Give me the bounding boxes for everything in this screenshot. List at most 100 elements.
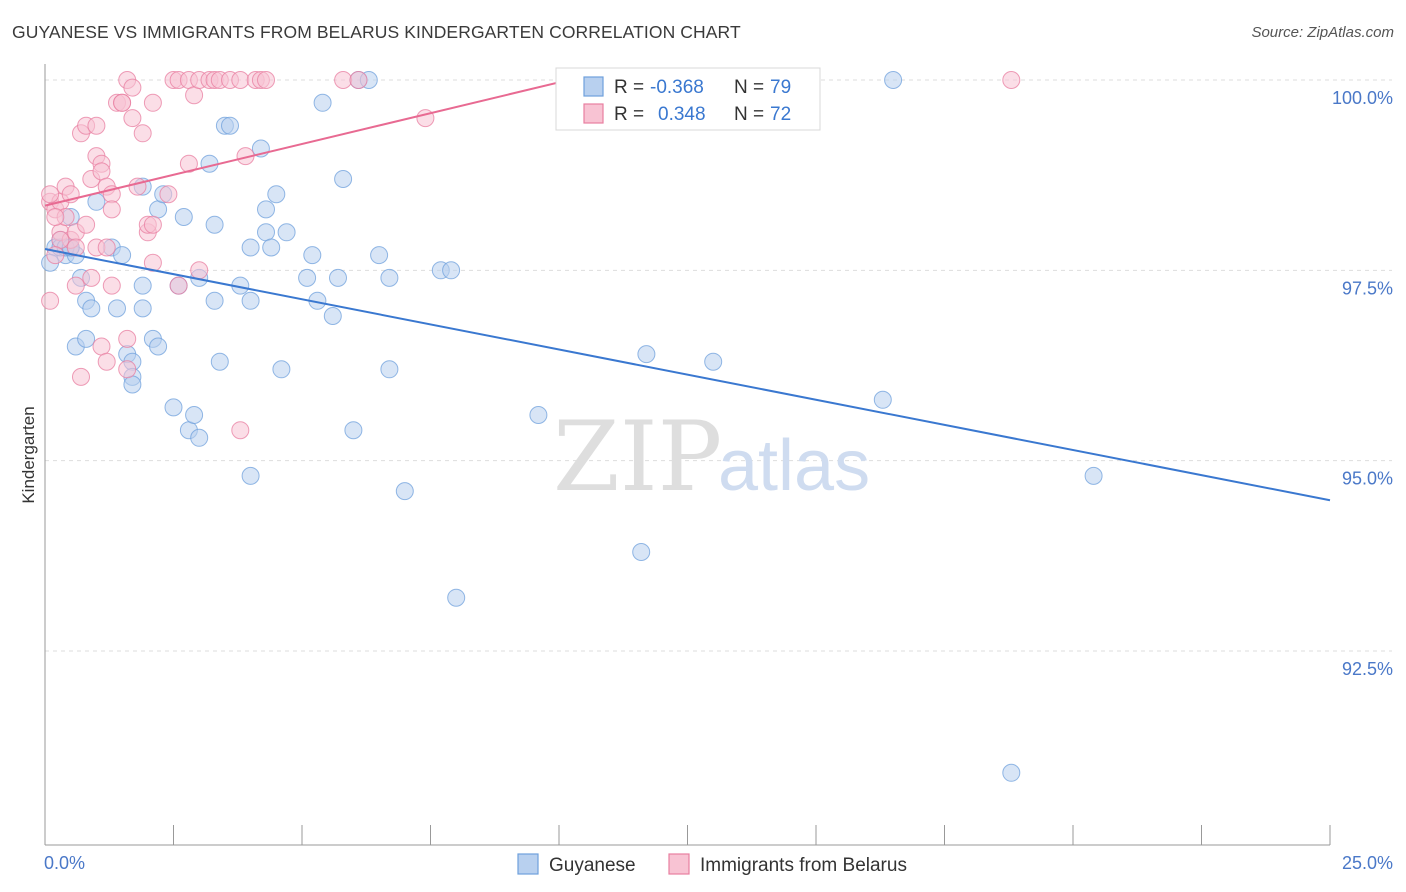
data-point <box>72 367 90 386</box>
data-point <box>349 71 368 89</box>
series-legend: Guyanese Immigrants from Belarus <box>517 853 907 876</box>
data-point <box>185 406 204 424</box>
data-point <box>102 200 121 219</box>
data-point <box>1002 71 1021 89</box>
data-point <box>380 268 399 287</box>
data-point <box>82 299 101 318</box>
data-point <box>267 185 286 204</box>
data-point <box>133 299 152 318</box>
y-axis-title: Kindergarten <box>19 406 38 503</box>
y-tick-label: 92.5% <box>1342 659 1393 679</box>
data-point <box>179 154 198 173</box>
data-point <box>323 307 342 325</box>
trend-line-belarus <box>44 75 585 207</box>
stat-r-value-1: -0.368 <box>650 77 704 98</box>
data-point <box>1084 466 1103 485</box>
data-point <box>257 71 275 89</box>
data-point <box>257 200 275 219</box>
data-point <box>123 78 142 97</box>
data-point <box>447 588 466 607</box>
data-point <box>174 208 193 226</box>
data-point <box>118 329 137 348</box>
data-point <box>51 230 70 249</box>
data-point <box>262 238 281 257</box>
data-point <box>205 215 224 234</box>
data-point <box>231 71 250 89</box>
data-point <box>241 466 260 485</box>
data-point <box>442 261 461 280</box>
data-point <box>108 299 126 318</box>
data-point <box>66 276 85 295</box>
stat-r-value-2: 0.348 <box>658 104 706 125</box>
data-point <box>46 208 65 226</box>
data-point <box>164 398 183 417</box>
data-point <box>123 375 142 394</box>
data-point <box>637 345 656 364</box>
data-point <box>231 421 250 440</box>
data-point <box>1002 763 1021 782</box>
stat-r-label-1: R = <box>614 77 644 98</box>
stats-legend: R = -0.368 N = 79 R = 0.348 N = 72 <box>555 67 821 131</box>
data-point <box>884 71 903 89</box>
data-point <box>77 329 96 348</box>
data-point <box>149 337 168 356</box>
data-point <box>370 246 389 265</box>
data-point <box>205 291 224 310</box>
axes-layer: 100.0% 97.5% 95.0% 92.5% 0.0% 25.0% <box>44 64 1393 873</box>
data-point <box>82 268 101 287</box>
watermark-atlas: atlas <box>718 426 870 506</box>
data-point <box>102 276 121 295</box>
data-point <box>143 253 162 272</box>
data-point <box>128 177 147 196</box>
data-point <box>118 360 137 379</box>
stat-n-value-2: 72 <box>770 104 791 125</box>
stat-r-label-2: R = <box>614 104 644 125</box>
x-tick-label-max: 25.0% <box>1342 853 1393 873</box>
data-point <box>169 276 188 295</box>
data-point <box>87 116 106 135</box>
data-point <box>97 238 116 257</box>
data-point <box>704 352 723 371</box>
data-point <box>185 86 204 105</box>
data-point <box>210 352 229 371</box>
y-tick-label: 97.5% <box>1342 278 1393 298</box>
data-point <box>149 200 168 219</box>
data-point <box>97 352 116 371</box>
data-point <box>277 223 296 242</box>
data-point <box>133 276 152 295</box>
y-tick-label: 100.0% <box>1332 88 1393 108</box>
series-belarus <box>41 71 1021 440</box>
data-point <box>298 268 317 287</box>
y-tick-label: 95.0% <box>1342 469 1393 489</box>
data-point <box>334 170 353 188</box>
data-point <box>873 390 892 409</box>
data-point <box>395 482 414 501</box>
data-point <box>632 543 651 561</box>
watermark-zip: ZIP <box>553 401 722 513</box>
data-point <box>313 93 332 112</box>
series-legend-label-guyanese: Guyanese <box>549 855 636 876</box>
chart-title: GUYANESE VS IMMIGRANTS FROM BELARUS KIND… <box>12 22 741 42</box>
data-point <box>334 71 353 89</box>
data-point <box>159 185 178 204</box>
data-point <box>143 215 162 234</box>
data-point <box>221 116 239 135</box>
data-point <box>133 124 152 143</box>
data-point <box>200 154 219 173</box>
trend-layer <box>44 75 1331 502</box>
data-point <box>41 185 60 204</box>
data-point <box>529 406 548 424</box>
stat-n-label-1: N = <box>734 77 764 98</box>
data-point <box>272 360 291 379</box>
x-tick-label-min: 0.0% <box>44 853 85 873</box>
data-point <box>380 360 399 379</box>
data-point <box>123 109 142 128</box>
legend-swatch-belarus <box>583 103 604 124</box>
points-layer <box>41 71 1103 782</box>
stat-n-label-2: N = <box>734 104 764 125</box>
data-point <box>87 192 106 211</box>
series-legend-swatch-belarus <box>668 853 690 875</box>
data-point <box>92 162 111 181</box>
data-point <box>303 246 322 265</box>
